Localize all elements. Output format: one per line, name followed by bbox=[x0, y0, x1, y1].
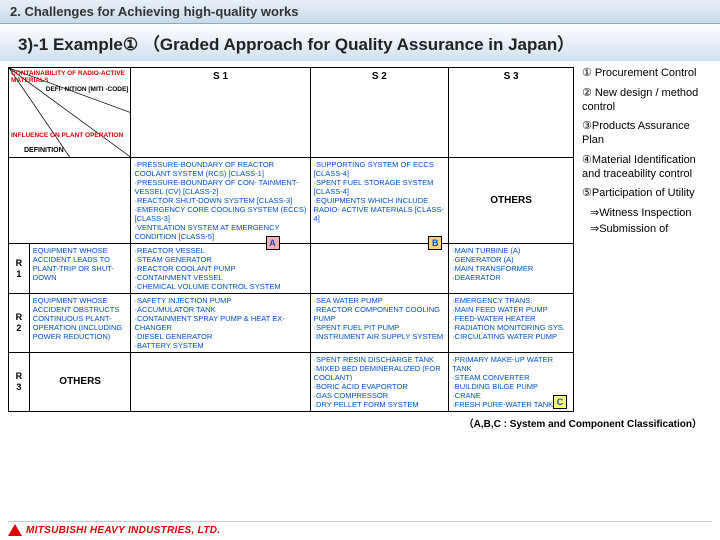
row-r1-label: R 1 bbox=[9, 244, 30, 294]
badge-a: A bbox=[266, 236, 280, 250]
cell-r3-s1 bbox=[131, 353, 310, 412]
side-5: ⑤Participation of Utility bbox=[582, 187, 712, 201]
cell-row0-s3: OTHERS bbox=[449, 158, 574, 244]
cell-row0-s1: ·PRESSURE-BOUNDARY OF REACTOR COOLANT SY… bbox=[131, 158, 310, 244]
diag-label-4: DEFINITION bbox=[24, 147, 64, 155]
footer-note: （A,B,C : System and Component Classifica… bbox=[0, 412, 720, 430]
diagonal-header: CONTAINABILITY OF RADIO-ACTIVE MATERIALS… bbox=[9, 68, 131, 158]
side-4: ④Material Identification and traceabilit… bbox=[582, 154, 712, 182]
sidebar: ① Procurement Control ② New design / met… bbox=[574, 67, 712, 412]
side-1: ① Procurement Control bbox=[582, 67, 712, 81]
logo-text: MITSUBISHI HEAVY INDUSTRIES, LTD. bbox=[26, 525, 220, 536]
cell-r3-s3: ·PRIMARY MAKE-UP WATER TANK ·STEAM CONVE… bbox=[449, 353, 574, 412]
badge-b: B bbox=[428, 236, 442, 250]
diag-label-3: INFLUENCE ON PLANT OPERATION bbox=[11, 132, 123, 139]
row-r1-def: EQUIPMENT WHOSE ACCIDENT LEADS TO PLANT-… bbox=[29, 244, 131, 294]
row-r2-label: R 2 bbox=[9, 294, 30, 353]
diag-label-2: DEFI- NITION [MITI -CODE] bbox=[46, 86, 129, 93]
logo-bar: MITSUBISHI HEAVY INDUSTRIES, LTD. bbox=[8, 521, 712, 536]
badge-c: C bbox=[553, 395, 567, 409]
side-3: ③Products Assurance Plan bbox=[582, 120, 712, 148]
side-5b: ⇒Submission of bbox=[590, 223, 712, 237]
cell-r1-s2: B bbox=[310, 244, 449, 294]
cell-r2-s1: ·SAFETY INJECTION PUMP ·ACCUMULATOR TANK… bbox=[131, 294, 310, 353]
cell-r1-s3: ·MAIN TURBINE (A) ·GENERATOR (A) ·MAIN T… bbox=[449, 244, 574, 294]
side-2: ② New design / method control bbox=[582, 87, 712, 115]
row-r3-def: OTHERS bbox=[29, 353, 131, 412]
cell-row0-s2: ·SUPPORTING SYSTEM OF ECCS [CLASS-4] ·SP… bbox=[310, 158, 449, 244]
row-r3-label: R 3 bbox=[9, 353, 30, 412]
logo-icon bbox=[8, 524, 22, 536]
cell-r2-s2: ·SEA WATER PUMP ·REACTOR COMPONENT COOLI… bbox=[310, 294, 449, 353]
row-r2-def: EQUIPMENT WHOSE ACCIDENT OBSTRUCTS CONTI… bbox=[29, 294, 131, 353]
cell-r2-s3: ·EMERGENCY TRANS. ·MAIN FEED WATER PUMP … bbox=[449, 294, 574, 353]
side-5a: ⇒Witness Inspection bbox=[590, 207, 712, 221]
col-s2: S 2 bbox=[310, 68, 449, 158]
col-s3: S 3 bbox=[449, 68, 574, 158]
col-s1: S 1 bbox=[131, 68, 310, 158]
qa-matrix: CONTAINABILITY OF RADIO-ACTIVE MATERIALS… bbox=[8, 67, 574, 412]
cell-r3-s2: ·SPENT RESIN DISCHARGE TANK ·MIXED BED D… bbox=[310, 353, 449, 412]
page-title: 3)-1 Example① （Graded Approach for Quali… bbox=[0, 24, 720, 61]
section-header: 2. Challenges for Achieving high-quality… bbox=[0, 0, 720, 24]
cell-r1-s1: ·REACTOR VESSEL ·STEAM GENERATOR ·REACTO… bbox=[131, 244, 310, 294]
diag-label-1: CONTAINABILITY OF RADIO-ACTIVE MATERIALS bbox=[11, 70, 130, 84]
